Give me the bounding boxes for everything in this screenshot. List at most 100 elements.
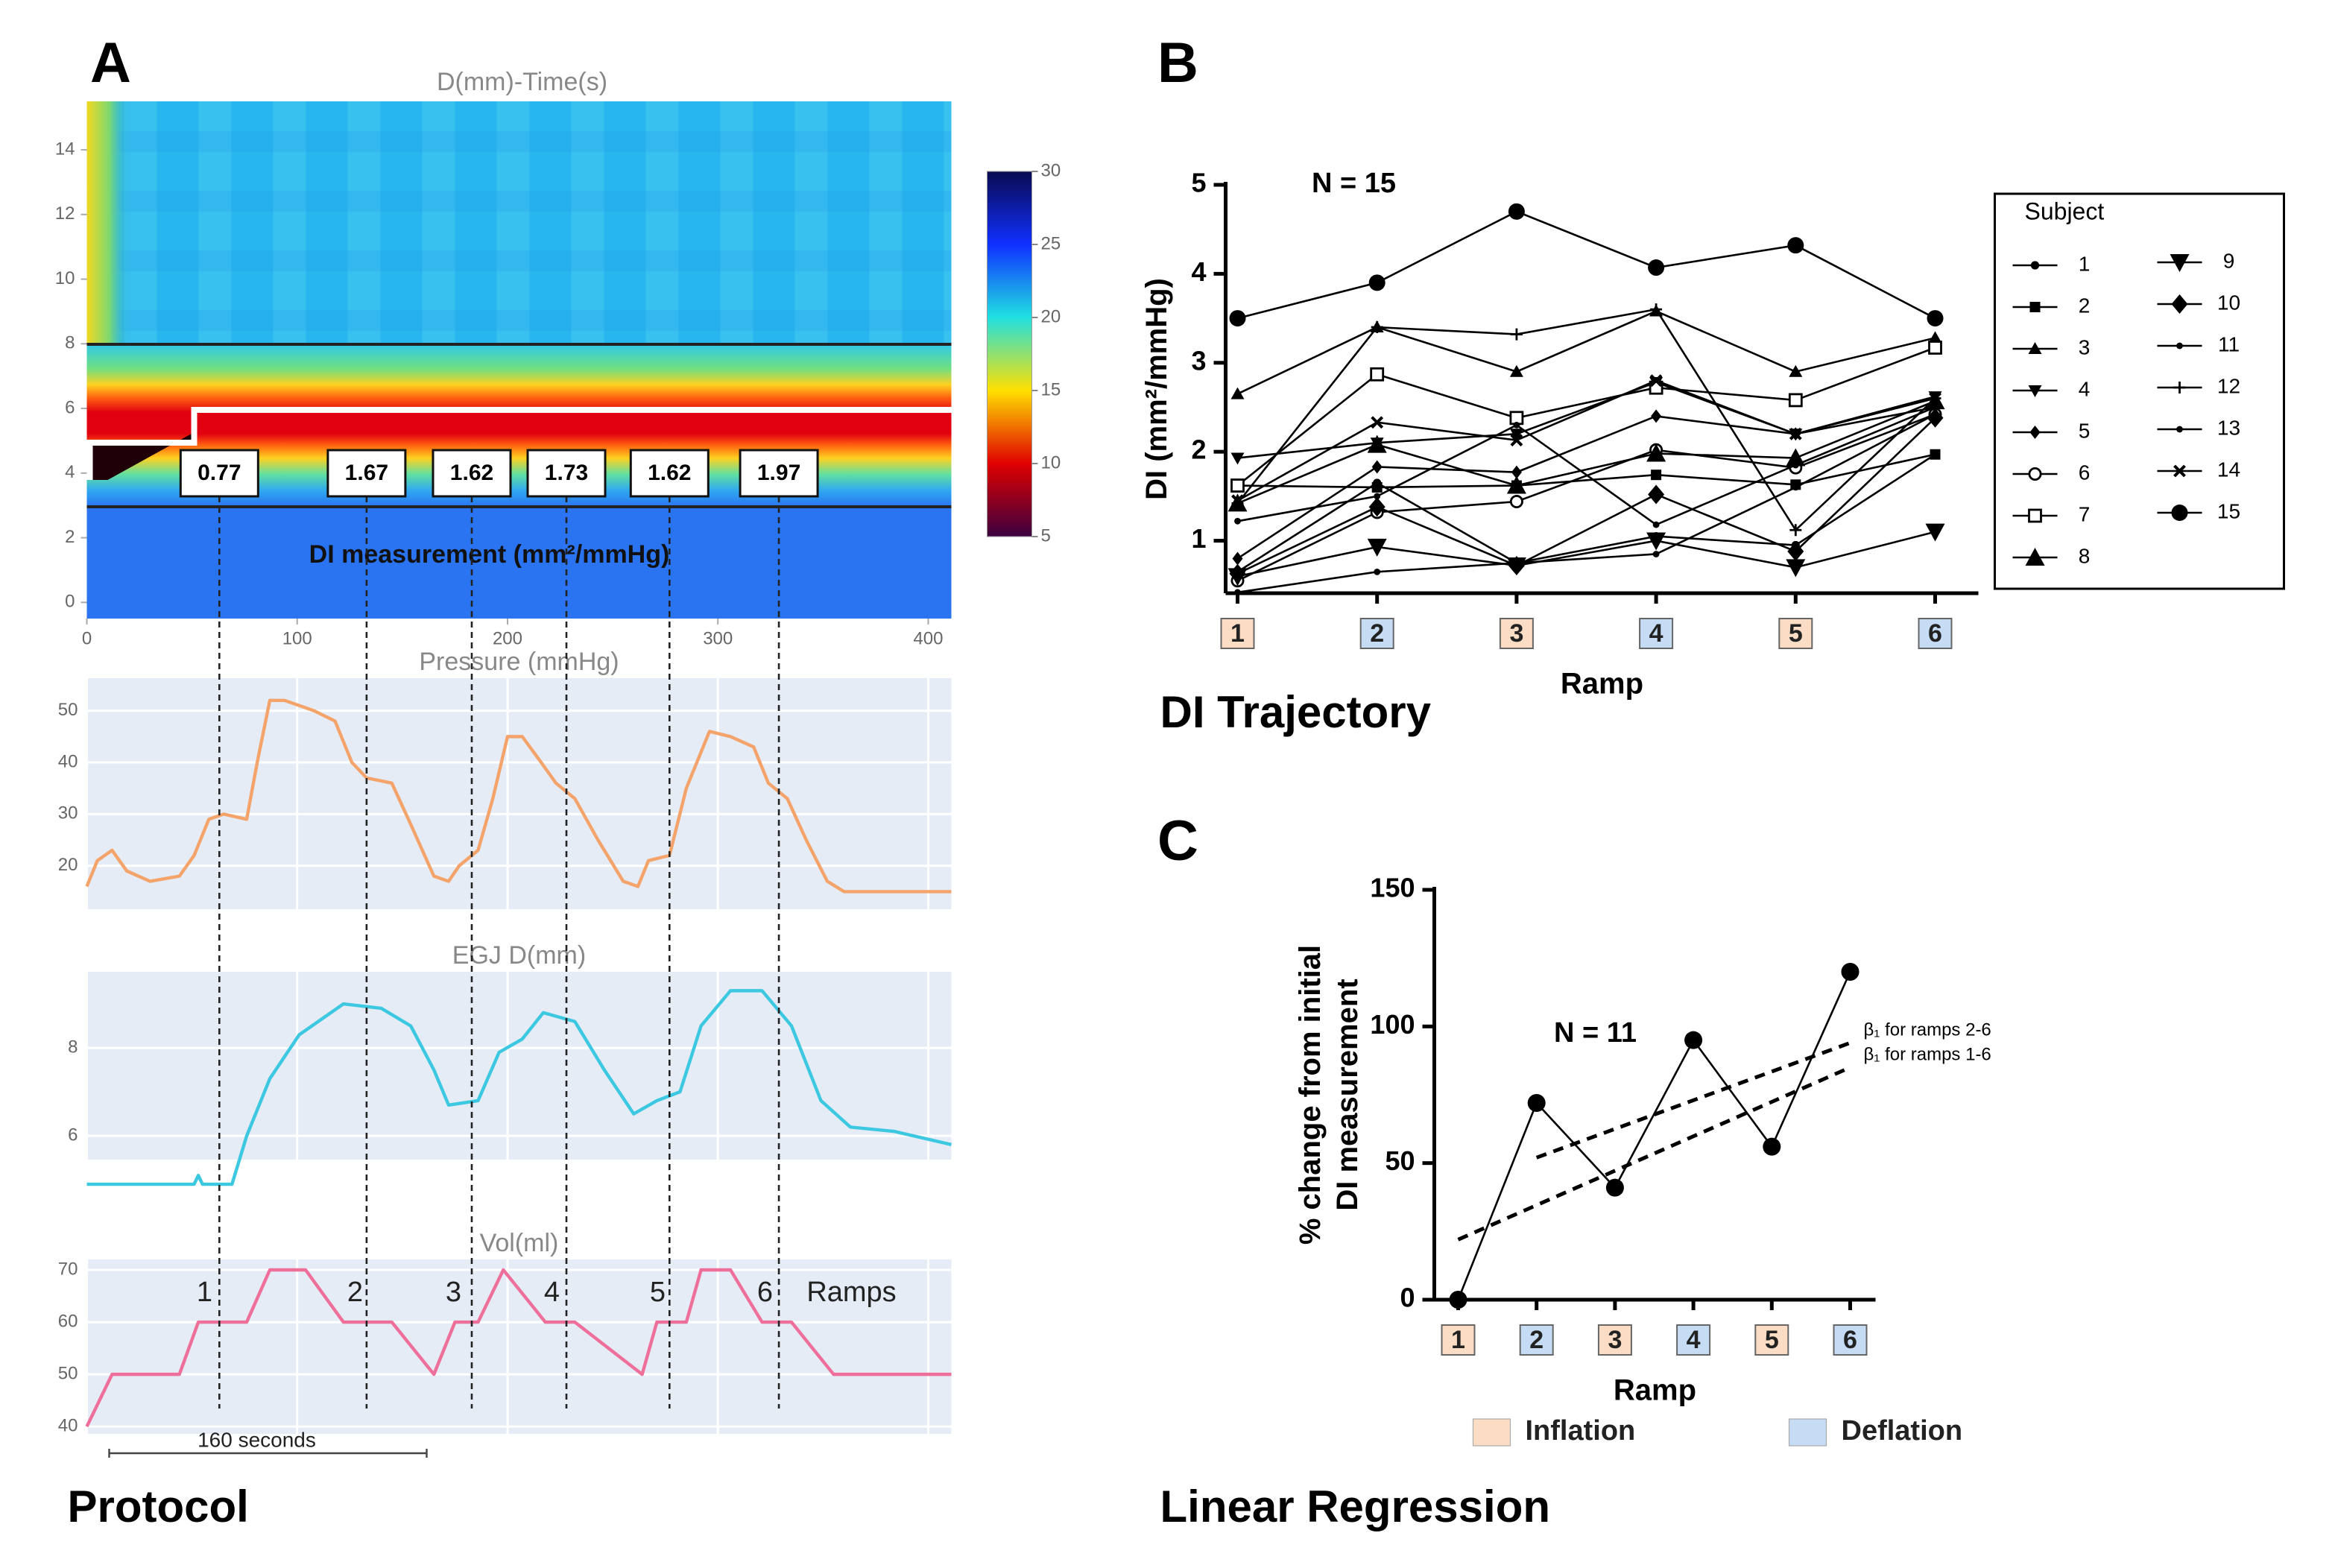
marker xyxy=(1792,484,1799,491)
x-axis-label: Ramp xyxy=(1561,668,1643,701)
trend-line xyxy=(1535,1040,1851,1160)
line xyxy=(85,698,952,894)
legend-swatch xyxy=(1788,1418,1827,1447)
measurement-label: 1.62 xyxy=(450,461,493,485)
series-line xyxy=(1236,310,1936,395)
x-tick-label: 100 xyxy=(282,628,312,648)
measurement-label: 1.73 xyxy=(545,461,588,485)
y-axis-label: DI measurement xyxy=(1331,979,1364,1210)
marker xyxy=(1509,429,1523,441)
measurement-box xyxy=(432,449,512,498)
marker xyxy=(1449,1291,1467,1309)
y-tick-label: 40 xyxy=(58,1416,78,1436)
marker xyxy=(1506,475,1526,494)
heatmap-stripe xyxy=(347,101,381,347)
category-box xyxy=(1499,618,1534,649)
marker xyxy=(1370,367,1385,382)
y-tick-label: 8 xyxy=(65,333,75,353)
legend-marker xyxy=(2028,342,2042,354)
legend-marker xyxy=(2170,254,2190,272)
ramp-label: 1 xyxy=(197,1277,212,1308)
category-box xyxy=(1676,1324,1711,1356)
y-tick-label: 30 xyxy=(58,803,78,823)
x-tick-label: 3 xyxy=(1509,619,1523,648)
legend-swatch xyxy=(1472,1418,1511,1447)
marker xyxy=(1763,1137,1781,1156)
x-tick-label: 2 xyxy=(1370,619,1384,648)
heatmap-stripe xyxy=(273,101,306,347)
line xyxy=(85,1268,952,1428)
heatmap-left xyxy=(86,101,132,347)
marker xyxy=(1927,310,1944,327)
marker xyxy=(1646,532,1666,551)
y-tick-label: 4 xyxy=(1191,256,1206,287)
ramp-label: 4 xyxy=(544,1277,560,1308)
panel-letter: C xyxy=(1157,809,1198,873)
x-tick-label: 3 xyxy=(1608,1326,1622,1354)
marker xyxy=(1786,559,1806,578)
marker xyxy=(1649,374,1663,388)
panel-letter: A xyxy=(90,31,131,95)
marker xyxy=(1510,434,1523,447)
trend-label: β₁ for ramps 1-6 xyxy=(1864,1045,1991,1065)
marker xyxy=(1789,524,1802,537)
legend-label: 11 xyxy=(2218,332,2240,355)
legend-marker xyxy=(2171,294,2188,314)
x-tick-label: 1 xyxy=(1451,1326,1465,1354)
marker xyxy=(1368,497,1385,517)
panel-caption: Protocol xyxy=(68,1482,249,1531)
series-line xyxy=(1236,379,1936,502)
ramp-label: 5 xyxy=(650,1277,666,1308)
y-tick-label: 50 xyxy=(58,700,78,720)
category-box xyxy=(1441,1324,1476,1356)
series-line xyxy=(1237,210,1936,320)
measurement-box xyxy=(326,449,407,498)
category-box xyxy=(1359,618,1394,649)
legend-label: 10 xyxy=(2217,291,2240,314)
x-tick-label: 2 xyxy=(1529,1326,1543,1354)
x-tick-label: 6 xyxy=(1928,619,1942,648)
marker xyxy=(1788,393,1803,408)
category-box xyxy=(1918,618,1953,649)
legend-marker xyxy=(2025,548,2045,566)
measurement-label: 1.67 xyxy=(345,461,388,485)
colorbar-tick-label: 15 xyxy=(1041,379,1061,399)
marker xyxy=(1508,203,1525,220)
measurement-label: 1.62 xyxy=(648,461,691,485)
marker xyxy=(1374,493,1381,500)
annotation: N = 11 xyxy=(1554,1017,1637,1049)
marker xyxy=(1841,963,1860,981)
y-tick-label: 40 xyxy=(58,751,78,771)
series-line xyxy=(1237,381,1936,459)
legend-marker xyxy=(2028,508,2042,523)
measurement-box xyxy=(629,449,710,498)
heatmap-stripe xyxy=(794,101,828,347)
marker xyxy=(1789,427,1802,440)
series-line xyxy=(1237,406,1936,526)
legend-marker xyxy=(2173,464,2186,478)
marker xyxy=(1928,341,1942,355)
measurement-label: 1.97 xyxy=(757,461,800,485)
series-line xyxy=(1236,308,1936,532)
heatmap-stripe xyxy=(198,101,232,347)
y-tick-label: 0 xyxy=(65,592,75,612)
measurement-box xyxy=(526,449,607,498)
series-line xyxy=(1236,347,1936,487)
x-tick-label: 1 xyxy=(1230,619,1245,648)
category-box xyxy=(1519,1324,1554,1356)
series-line xyxy=(1236,399,1936,505)
marker xyxy=(1650,303,1663,316)
series-line xyxy=(1237,413,1936,594)
legend-marker xyxy=(2029,426,2041,439)
y-axis-label: % change from initial xyxy=(1294,945,1327,1245)
colorbar-tick-label: 5 xyxy=(1041,525,1051,546)
colorbar xyxy=(987,171,1032,537)
ramp-label: 6 xyxy=(757,1277,773,1308)
y-tick-label: 50 xyxy=(1385,1145,1415,1176)
x-tick-label: 6 xyxy=(1843,1326,1857,1354)
annotation: DI measurement (mm²/mmHg) xyxy=(309,540,670,569)
scale-bar xyxy=(108,1449,428,1458)
marker xyxy=(1368,274,1385,291)
x-tick-label: 4 xyxy=(1649,619,1663,648)
legend-label: Inflation xyxy=(1526,1415,1636,1447)
